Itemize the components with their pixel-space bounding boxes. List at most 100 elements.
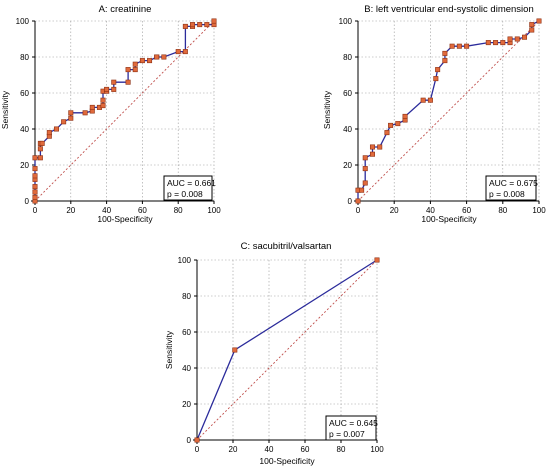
panel-a-roc-point-38 (175, 49, 181, 55)
panel-a-roc-point-8 (37, 155, 43, 161)
panel-c-x-tick-label-60: 60 (301, 445, 310, 454)
panel-b-y-tick-label-20: 20 (343, 161, 352, 170)
panel-b-x-tick-label-100: 100 (532, 206, 546, 215)
panel-a-title: A: creatinine (99, 4, 152, 15)
panel-a-roc-point-6 (32, 166, 38, 172)
panel-a-roc-point-22 (100, 103, 106, 109)
panel-a-roc-point-42 (190, 22, 196, 28)
panel-c-title: C: sacubitril/valsartan (241, 241, 332, 252)
panel-b-annotation: AUC = 0.675 p = 0.008 (485, 175, 538, 201)
panel-a-roc-point-26 (104, 86, 110, 92)
panel-c-y-tick-label-60: 60 (182, 328, 191, 337)
panel-b-roc-point-5 (362, 155, 368, 161)
panel-b-roc-point-15 (427, 97, 433, 103)
panel-a-roc-point-27 (111, 86, 117, 92)
panel-a-roc-point-37 (161, 54, 167, 60)
panel-b-p-label: p = 0.008 (489, 189, 525, 199)
panel-a-roc-point-2 (32, 189, 38, 195)
panel-a-x-tick-label-100: 100 (207, 206, 221, 215)
panel-a: A: creatinine Sensitivity 100-Specificit… (0, 4, 221, 224)
panel-b-roc-point-21 (456, 43, 462, 49)
panel-b: B: left ventricular end-systolic dimensi… (322, 4, 546, 224)
panel-c: C: sacubitril/valsartan Sensitivity 100-… (164, 241, 384, 466)
panel-a-roc-point-23 (100, 97, 106, 103)
panel-a-roc-point-9 (37, 146, 43, 152)
panel-a-x-tick-label-80: 80 (174, 206, 183, 215)
panel-c-y-tick-label-0: 0 (187, 436, 192, 445)
panel-b-roc-point-3 (362, 180, 368, 186)
panel-c-x-tick-label-20: 20 (229, 445, 238, 454)
panel-a-auc-label: AUC = 0.661 (167, 178, 216, 188)
panel-c-xlabel: 100-Specificity (259, 456, 315, 466)
panel-a-x-tick-label-0: 0 (33, 206, 38, 215)
panel-c-roc-point-2 (374, 257, 380, 263)
panel-b-roc-point-4 (362, 166, 368, 172)
panel-a-y-tick-label-40: 40 (20, 125, 29, 134)
panel-a-x-tick-label-40: 40 (102, 206, 111, 215)
panel-b-roc-point-8 (377, 144, 383, 150)
panel-b-roc-point-6 (369, 151, 375, 157)
panel-a-roc-point-18 (82, 110, 88, 116)
panel-b-y-tick-label-80: 80 (343, 53, 352, 62)
panel-b-roc-point-27 (507, 36, 513, 42)
panel-a-roc-point-5 (32, 173, 38, 179)
panel-b-x-tick-label-0: 0 (356, 206, 361, 215)
panel-a-roc-point-3 (32, 184, 38, 190)
panel-a-y-tick-label-20: 20 (20, 161, 29, 170)
panel-c-auc-label: AUC = 0.645 (329, 418, 378, 428)
panel-a-roc-point-28 (111, 79, 117, 85)
panel-b-roc-point-17 (435, 67, 441, 73)
panel-a-roc-point-17 (68, 110, 74, 116)
panel-b-y-tick-label-60: 60 (343, 89, 352, 98)
panel-b-roc-point-25 (500, 40, 506, 46)
panel-b-y-tick-label-40: 40 (343, 125, 352, 134)
panel-a-roc-point-29 (125, 79, 131, 85)
panel-a-plot: 00 20 20 40 40 60 60 80 80 100 100 (16, 17, 222, 215)
panel-a-roc-point-1 (32, 194, 38, 200)
panel-c-x-tick-label-80: 80 (337, 445, 346, 454)
panel-c-x-tick-label-40: 40 (265, 445, 274, 454)
panel-c-roc-point-1 (232, 347, 238, 353)
panel-c-x-tick-label-0: 0 (195, 445, 200, 454)
panel-a-roc-point-11 (39, 140, 45, 146)
panel-c-y-tick-label-100: 100 (178, 256, 192, 265)
panel-b-roc-point-2 (359, 187, 365, 193)
panel-b-roc-point-23 (485, 40, 491, 46)
panel-b-roc-point-30 (529, 27, 535, 33)
panel-a-roc-point-20 (89, 104, 95, 110)
panel-c-roc-point-0 (194, 437, 200, 443)
panel-a-roc-curve (34, 21, 215, 201)
panel-c-plot: 00 20 20 40 40 60 60 80 80 100 100 (178, 256, 385, 454)
panel-b-roc-point-14 (420, 97, 426, 103)
panel-a-y-tick-label-100: 100 (16, 17, 30, 26)
panel-c-y-tick-label-80: 80 (182, 292, 191, 301)
panel-b-x-tick-label-80: 80 (498, 206, 507, 215)
panel-a-y-tick-label-0: 0 (25, 197, 30, 206)
panel-c-x-tick-label-100: 100 (370, 445, 384, 454)
panel-b-roc-point-7 (369, 144, 375, 150)
panel-b-ylabel: Sensitivity (322, 90, 332, 129)
panel-a-roc-point-33 (139, 58, 145, 64)
panel-a-x-tick-label-60: 60 (138, 206, 147, 215)
panel-b-roc-point-18 (442, 58, 448, 64)
panel-a-y-tick-label-80: 80 (20, 53, 29, 62)
panel-c-reference-line (196, 259, 378, 441)
panel-b-roc-point-9 (384, 130, 390, 136)
panel-c-p-label: p = 0.007 (329, 429, 365, 439)
panel-a-roc-point-34 (147, 58, 153, 64)
panel-c-annotation: AUC = 0.645 p = 0.007 (325, 415, 378, 441)
panel-a-x-tick-label-20: 20 (66, 206, 75, 215)
panel-b-x-tick-label-60: 60 (462, 206, 471, 215)
panel-b-roc-point-32 (536, 18, 542, 24)
panel-b-roc-point-0 (355, 198, 361, 204)
panel-b-roc-point-20 (449, 43, 455, 49)
panel-a-roc-point-46 (211, 18, 217, 24)
panel-a-roc-point-7 (32, 155, 38, 161)
panel-b-roc-point-13 (402, 113, 408, 119)
panel-c-annotation-box (325, 415, 377, 441)
panel-b-reference-line (357, 20, 540, 202)
panel-b-x-tick-label-20: 20 (390, 206, 399, 215)
panel-b-x-tick-label-40: 40 (426, 206, 435, 215)
panel-a-roc-point-36 (154, 54, 160, 60)
panel-b-auc-label: AUC = 0.675 (489, 178, 538, 188)
